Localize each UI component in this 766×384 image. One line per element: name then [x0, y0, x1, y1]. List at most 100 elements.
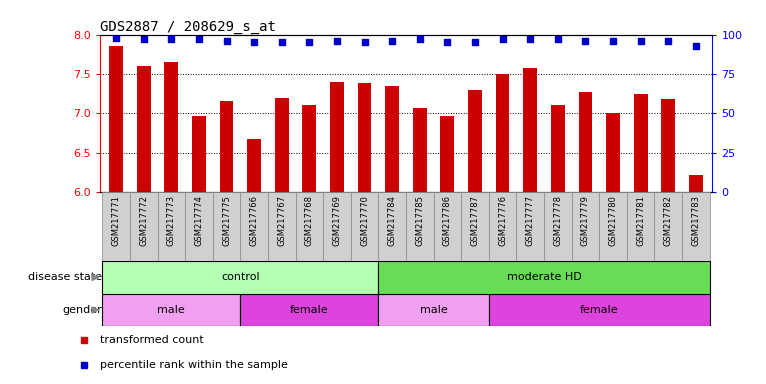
Bar: [654, 192, 682, 261]
Text: percentile rank within the sample: percentile rank within the sample: [100, 360, 287, 370]
Bar: [544, 192, 571, 261]
Bar: [275, 98, 289, 192]
Bar: [351, 192, 378, 261]
Text: GSM217783: GSM217783: [692, 195, 700, 247]
Bar: [599, 192, 627, 261]
Bar: [440, 116, 454, 192]
Point: [276, 39, 288, 45]
Bar: [571, 192, 599, 261]
Text: GSM217778: GSM217778: [553, 195, 562, 247]
Point: [221, 38, 233, 44]
Point: [469, 39, 481, 45]
Text: GSM217787: GSM217787: [470, 195, 480, 247]
Text: GSM217782: GSM217782: [663, 195, 673, 246]
Text: GSM217784: GSM217784: [388, 195, 397, 246]
Bar: [606, 113, 620, 192]
Bar: [468, 90, 482, 192]
Text: GSM217777: GSM217777: [525, 195, 535, 247]
Bar: [241, 192, 268, 261]
Bar: [103, 192, 130, 261]
Bar: [551, 106, 565, 192]
Bar: [682, 192, 709, 261]
Bar: [489, 192, 516, 261]
Point: [496, 36, 509, 42]
Point: [303, 39, 316, 45]
Point: [165, 36, 178, 42]
Point: [662, 38, 674, 44]
Text: transformed count: transformed count: [100, 335, 203, 345]
Point: [552, 36, 564, 42]
Bar: [461, 192, 489, 261]
Bar: [303, 106, 316, 192]
Point: [110, 35, 123, 41]
Bar: [213, 192, 241, 261]
Bar: [185, 192, 213, 261]
Text: GSM217776: GSM217776: [498, 195, 507, 247]
Text: male: male: [420, 305, 447, 315]
Bar: [413, 108, 427, 192]
Bar: [192, 116, 206, 192]
Bar: [130, 192, 158, 261]
Text: GDS2887 / 208629_s_at: GDS2887 / 208629_s_at: [100, 20, 276, 33]
Point: [414, 36, 426, 42]
Text: female: female: [290, 305, 329, 315]
Text: GSM217773: GSM217773: [167, 195, 176, 247]
Bar: [247, 139, 261, 192]
Point: [441, 39, 453, 45]
Bar: [661, 99, 675, 192]
Text: GSM217768: GSM217768: [305, 195, 314, 247]
Text: male: male: [158, 305, 185, 315]
Point: [386, 38, 398, 44]
Bar: [516, 192, 544, 261]
Text: GSM217767: GSM217767: [277, 195, 286, 247]
Bar: [378, 294, 489, 326]
Bar: [323, 192, 351, 261]
Bar: [268, 192, 296, 261]
Point: [689, 43, 702, 49]
Text: female: female: [580, 305, 618, 315]
Text: GSM217769: GSM217769: [332, 195, 342, 246]
Text: moderate HD: moderate HD: [506, 272, 581, 283]
Text: GSM217771: GSM217771: [112, 195, 120, 246]
Bar: [165, 62, 178, 192]
Text: GSM217766: GSM217766: [250, 195, 259, 247]
Bar: [103, 261, 378, 294]
Text: gender: gender: [63, 305, 103, 315]
Point: [634, 38, 647, 44]
Text: GSM217770: GSM217770: [360, 195, 369, 246]
Bar: [633, 94, 647, 192]
Text: GSM217786: GSM217786: [443, 195, 452, 247]
Point: [138, 36, 150, 42]
Text: GSM217774: GSM217774: [195, 195, 204, 246]
Bar: [489, 294, 709, 326]
Bar: [523, 68, 537, 192]
Text: GSM217785: GSM217785: [415, 195, 424, 246]
Point: [358, 39, 371, 45]
Bar: [689, 175, 702, 192]
Bar: [627, 192, 654, 261]
Bar: [158, 192, 185, 261]
Bar: [385, 86, 399, 192]
Point: [248, 39, 260, 45]
Bar: [378, 261, 709, 294]
Point: [193, 36, 205, 42]
Bar: [137, 66, 151, 192]
Bar: [406, 192, 434, 261]
Text: GSM217772: GSM217772: [139, 195, 149, 246]
Bar: [434, 192, 461, 261]
Text: disease state: disease state: [28, 272, 103, 283]
Bar: [241, 294, 378, 326]
Point: [579, 38, 591, 44]
Bar: [496, 74, 509, 192]
Point: [607, 38, 619, 44]
Point: [331, 38, 343, 44]
Text: GSM217781: GSM217781: [636, 195, 645, 246]
Text: GSM217780: GSM217780: [608, 195, 617, 246]
Point: [524, 36, 536, 42]
Bar: [358, 83, 372, 192]
Bar: [330, 82, 344, 192]
Bar: [103, 294, 241, 326]
Text: control: control: [221, 272, 260, 283]
Text: GSM217779: GSM217779: [581, 195, 590, 246]
Bar: [296, 192, 323, 261]
